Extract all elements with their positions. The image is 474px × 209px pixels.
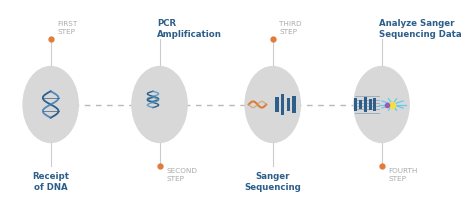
Ellipse shape — [131, 66, 188, 143]
Text: THIRD
STEP: THIRD STEP — [279, 21, 302, 35]
Bar — [368, 99, 372, 110]
Bar — [292, 96, 296, 113]
Bar — [287, 98, 290, 111]
Text: PCR
Amplification: PCR Amplification — [157, 19, 222, 40]
Text: Analyze Sanger
Sequencing Data: Analyze Sanger Sequencing Data — [379, 19, 462, 40]
Text: Receipt
of DNA: Receipt of DNA — [32, 172, 69, 192]
Ellipse shape — [245, 66, 301, 143]
Ellipse shape — [353, 66, 410, 143]
Text: Sanger
Sequencing: Sanger Sequencing — [245, 172, 301, 192]
Bar — [275, 97, 279, 112]
Bar — [354, 98, 357, 111]
Text: FOURTH
STEP: FOURTH STEP — [388, 168, 418, 182]
Text: FIRST
STEP: FIRST STEP — [57, 21, 77, 35]
Bar — [359, 101, 362, 108]
Text: SECOND
STEP: SECOND STEP — [166, 168, 197, 182]
Bar — [281, 94, 284, 115]
Bar — [364, 97, 367, 112]
Bar — [374, 98, 376, 111]
Ellipse shape — [22, 66, 79, 143]
